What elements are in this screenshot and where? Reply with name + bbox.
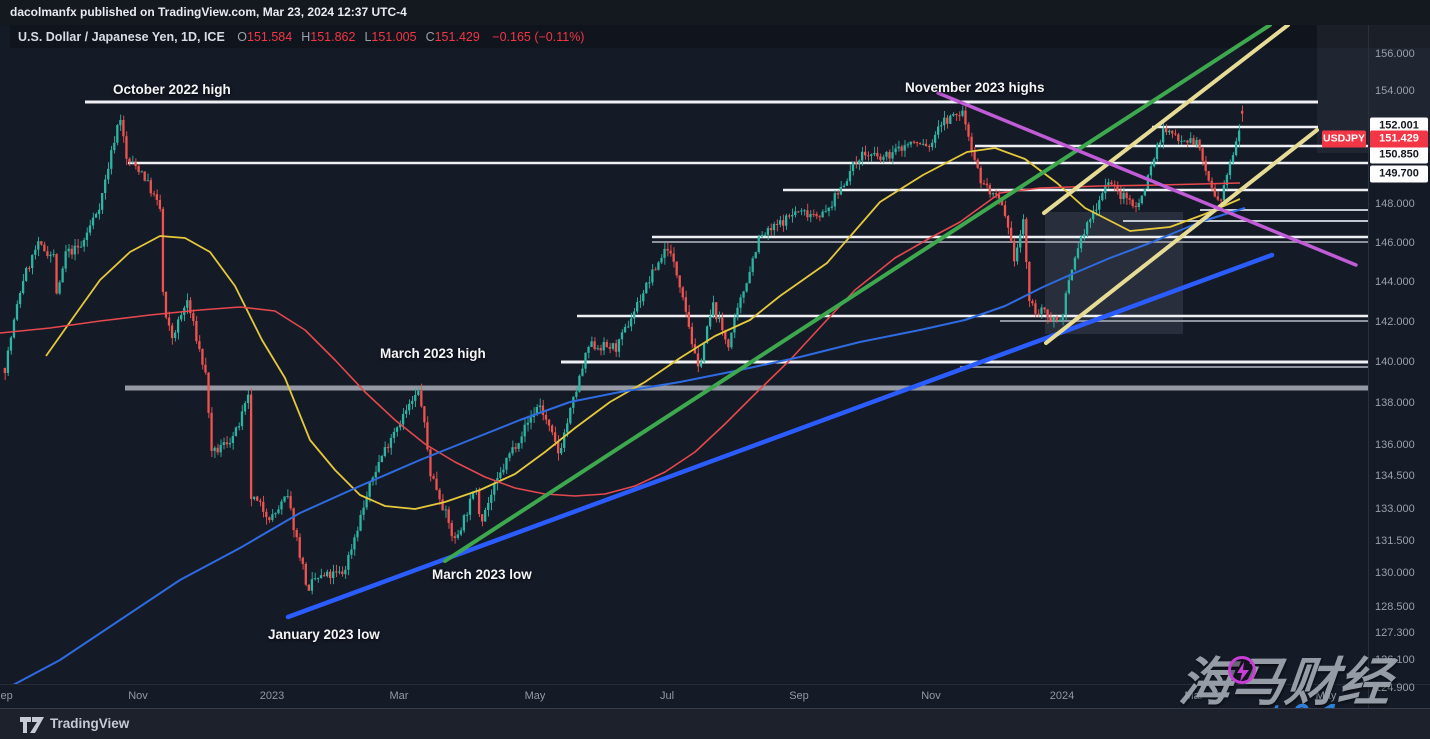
ohlc-item: L151.005 [364,30,417,44]
horizontal-level-line [652,241,1368,243]
falling-resistance-from-nov-2023 [936,91,1358,267]
time-axis-label: 2023 [259,690,285,702]
horizontal-level-line [975,144,1368,148]
time-axis-label: Mar [389,690,409,702]
publish-bar: dacolmanfx published on TradingView.com,… [0,0,1430,25]
time-axis-label: May [524,690,546,702]
price-axis-label: 136.000 [1375,439,1415,451]
time-axis-label: 2024 [1049,690,1075,702]
horizontal-level-line [1000,320,1368,322]
price-axis-label: 134.500 [1375,470,1415,482]
horizontal-level-line [125,385,1368,391]
red-ma [0,182,1241,497]
publish-text: dacolmanfx published on TradingView.com,… [10,5,407,19]
price-axis-label: 140.000 [1375,356,1415,368]
khaki-channel-upper [1042,25,1290,215]
time-axis-label: Nov [921,690,941,702]
price-axis-label: 124.900 [1375,682,1415,694]
time-axis-label: Sep [0,690,13,702]
chart-annotation: March 2023 high [380,346,486,361]
tradingview-brand-text[interactable]: TradingView [50,716,130,731]
khaki-channel-lower [1044,128,1319,345]
ohlc-item: H151.862 [301,30,356,44]
chart-annotation: November 2023 highs [905,80,1045,95]
chart-annotation: October 2022 high [113,82,231,97]
time-axis-label: Sep [789,690,809,702]
horizontal-level-line [561,360,1368,364]
candlestick-series [3,105,1244,595]
chart-annotation: March 2023 low [432,567,532,582]
price-axis-label: 148.000 [1375,198,1415,210]
price-axis-label: 156.000 [1375,48,1415,60]
time-axis-label: Nov [128,690,148,702]
blue-ma [12,207,1246,684]
footer-bar: TradingView [0,708,1430,739]
lightning-bolt-icon [1228,656,1256,684]
price-axis-label: 146.000 [1375,237,1415,249]
price-axis-label: 154.000 [1375,85,1415,97]
ohlc-values: O151.584 H151.862 L151.005 C151.429 [228,30,480,44]
candlestick-chart-canvas[interactable] [0,25,1430,684]
tradingview-logo-icon[interactable] [20,716,46,734]
price-axis-label: 144.000 [1375,276,1415,288]
horizontal-level-line [960,366,1368,368]
price-axis-label: 138.000 [1375,397,1415,409]
price-level-label: 149.700 [1370,165,1428,183]
price-axis-label: 142.000 [1375,316,1415,328]
price-axis-label: 127.300 [1375,627,1415,639]
chart-annotation: January 2023 low [268,627,380,642]
horizontal-level-line [577,314,1368,318]
time-axis-label: May [1315,690,1337,702]
time-axis[interactable]: Sep Nov 2023 Mar May Jul Sep Nov 2024 Mar May [0,684,1430,709]
price-axis-label: 126.100 [1375,654,1415,666]
ohlc-item: C151.429 [425,30,480,44]
symbol-title: U.S. Dollar / Japanese Yen, 1D, ICE [18,30,225,44]
price-axis-label: 130.000 [1375,567,1415,579]
last-price-badge: 151.429 [1370,130,1428,148]
price-axis-label: 133.000 [1375,503,1415,515]
legend-strip [10,25,1430,48]
price-level-label: 152.001 [1370,117,1428,135]
horizontal-level-line [85,100,1318,104]
yellow-ma [45,147,1241,510]
rising-support-from-jan-2023-low [285,252,1275,620]
horizontal-level-line [128,161,1368,165]
price-axis[interactable]: USDJPY 151.429 156.000 154.000 148.000 146.… [1322,25,1430,708]
rising-support-from-mar-2023-low [443,25,1272,563]
price-axis-label: 128.500 [1375,601,1415,613]
symbol-legend: U.S. Dollar / Japanese Yen, 1D, ICE O151… [18,28,584,46]
time-axis-label: Jul [659,690,675,702]
horizontal-level-line [1152,125,1318,129]
price-level-label: 150.850 [1370,146,1428,164]
time-axis-label: Mar [1184,690,1204,702]
change-value: −0.165 (−0.11%) [492,30,585,44]
symbol-price-badge: USDJPY [1322,130,1366,148]
ohlc-item: O151.584 [237,30,293,44]
horizontal-level-line [1200,209,1368,211]
price-axis-label: 131.500 [1375,535,1415,547]
